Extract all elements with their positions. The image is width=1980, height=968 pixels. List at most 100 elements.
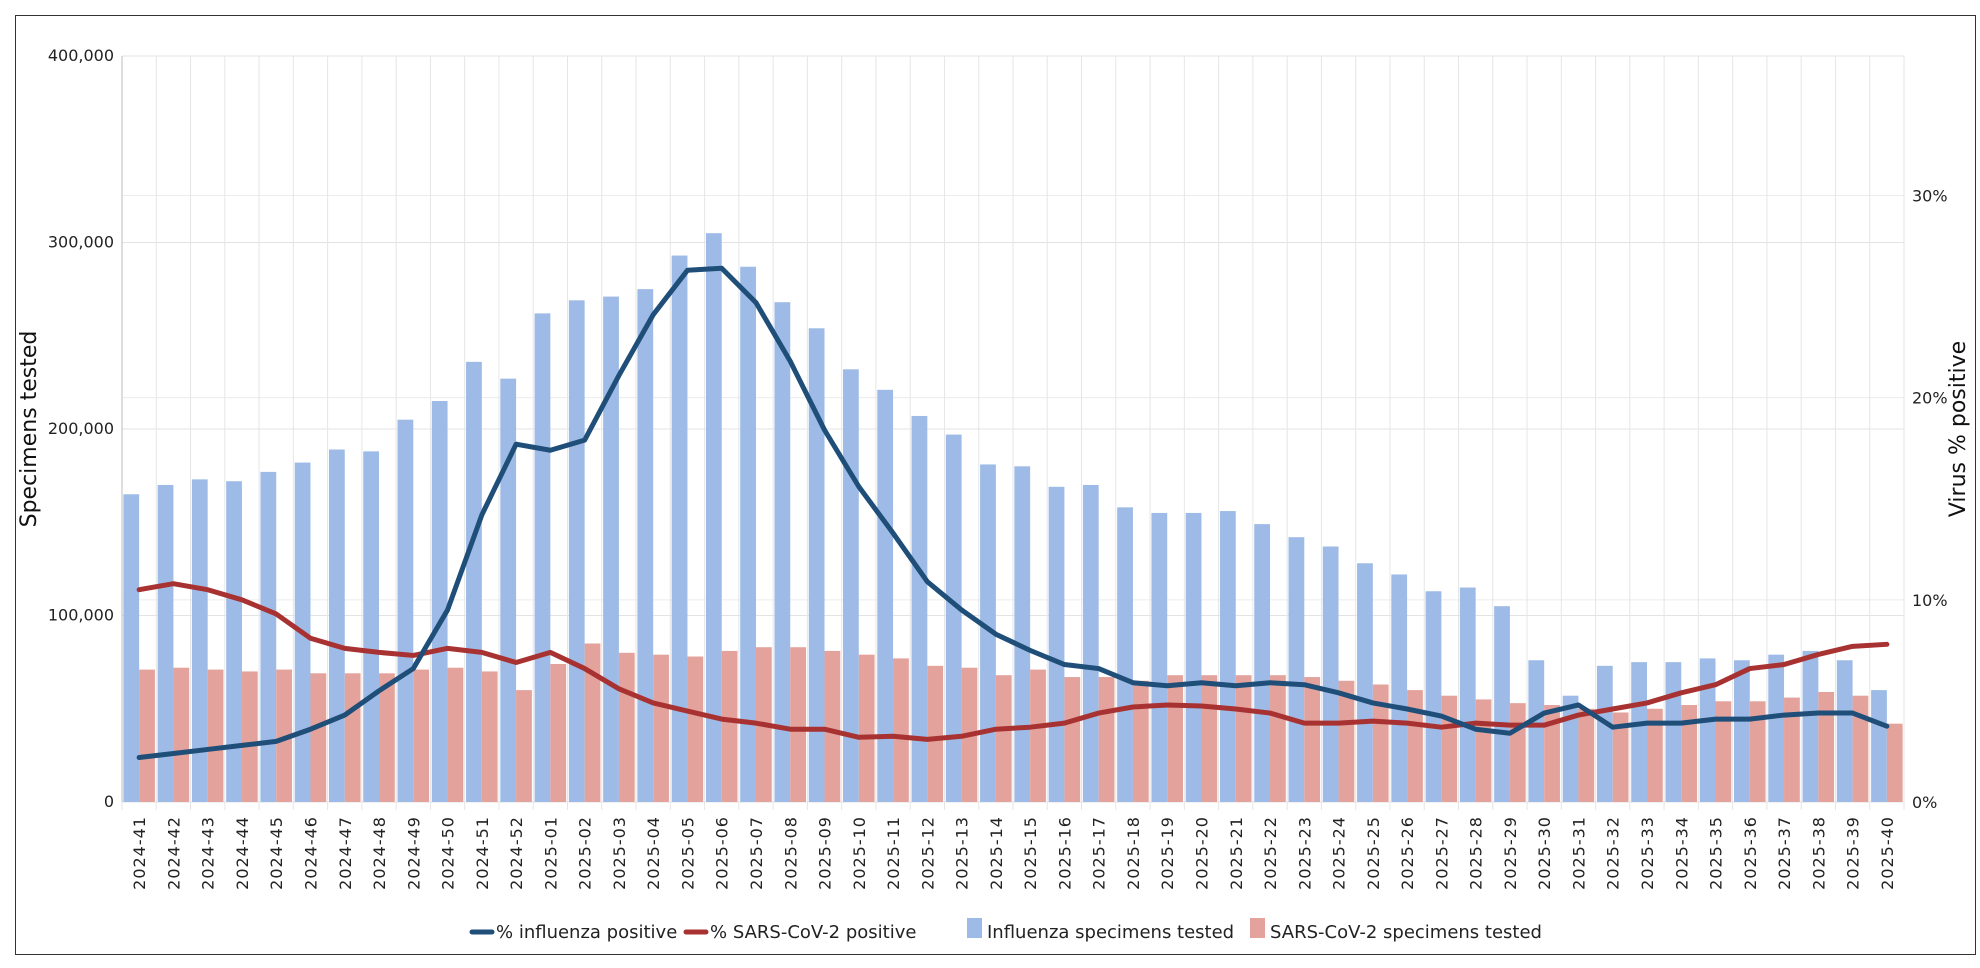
x-tick-label: 2025-14 <box>987 816 1006 890</box>
bar-sars-cov-2-specimens <box>550 663 567 802</box>
bar-sars-cov-2-specimens <box>1132 680 1149 802</box>
x-tick-label: 2024-41 <box>130 816 149 890</box>
bar-sars-cov-2-specimens <box>1578 708 1595 802</box>
bar-sars-cov-2-specimens <box>1715 701 1732 802</box>
bar-sars-cov-2-specimens <box>1784 697 1800 802</box>
x-tick-label: 2024-47 <box>336 816 355 890</box>
bar-influenza-specimens <box>808 328 825 802</box>
bar-influenza-specimens <box>191 479 208 802</box>
x-tick-label: 2025-12 <box>918 816 937 890</box>
bar-influenza-specimens <box>1734 660 1750 802</box>
line--sars-cov-2-positive <box>136 581 1890 742</box>
x-tick-label: 2025-20 <box>1192 816 1211 890</box>
x-tick-label: 2025-13 <box>953 816 972 890</box>
bar-sars-cov-2-specimens <box>344 673 361 802</box>
bar-influenza-specimens <box>1425 591 1442 802</box>
bar-influenza-specimens <box>1699 658 1716 802</box>
x-tick-label: 2025-15 <box>1021 816 1040 890</box>
bar-sars-cov-2-specimens <box>1304 677 1321 802</box>
x-tick-label: 2024-42 <box>164 816 183 890</box>
x-tick-label: 2025-23 <box>1295 816 1314 890</box>
bar-sars-cov-2-specimens <box>1475 699 1492 802</box>
bar-influenza-specimens <box>568 300 585 802</box>
y2-tick-label: 30% <box>1912 186 1948 205</box>
bar-influenza-specimens <box>1254 524 1271 802</box>
bar-sars-cov-2-specimens <box>207 669 224 802</box>
bar-influenza-specimens <box>431 401 448 802</box>
bar-sars-cov-2-specimens <box>1235 675 1252 802</box>
legend-swatch-bar <box>967 918 982 938</box>
bar-sars-cov-2-specimens <box>1407 690 1423 802</box>
x-tick-label: 2025-05 <box>678 816 697 890</box>
bar-influenza-specimens <box>1494 606 1510 802</box>
bar-sars-cov-2-specimens <box>516 690 532 802</box>
bar-influenza-specimens <box>1322 546 1339 802</box>
y-tick-label: 0 <box>104 792 114 811</box>
bar-influenza-specimens <box>397 419 414 802</box>
bar-sars-cov-2-specimens <box>1544 705 1560 802</box>
bar-sars-cov-2-specimens <box>276 669 292 802</box>
x-tick-label: 2025-04 <box>644 816 663 890</box>
bar-sars-cov-2-specimens <box>1064 677 1081 802</box>
bar-influenza-specimens <box>1836 660 1853 802</box>
bar-sars-cov-2-specimens <box>790 647 807 802</box>
bar-sars-cov-2-specimens <box>1030 669 1046 802</box>
bar-influenza-specimens <box>1185 512 1202 802</box>
x-tick-label: 2025-18 <box>1124 816 1143 890</box>
bar-influenza-specimens <box>1357 563 1373 802</box>
x-tick-label: 2025-27 <box>1432 816 1451 890</box>
y-tick-label: 400,000 <box>48 46 114 65</box>
bar-sars-cov-2-specimens <box>173 667 190 802</box>
x-tick-label: 2025-37 <box>1775 816 1794 890</box>
legend: % influenza positive % SARS-CoV-2 positiv… <box>469 918 1542 943</box>
bar-influenza-specimens <box>500 378 517 802</box>
y2-axis-title: Virus % positive <box>1946 341 1971 517</box>
x-tick-label: 2025-01 <box>541 816 560 890</box>
bar-sars-cov-2-specimens <box>1372 684 1389 802</box>
bar-influenza-specimens <box>328 449 345 802</box>
bar-influenza-specimens <box>1562 695 1579 802</box>
bar-sars-cov-2-specimens <box>413 669 430 802</box>
x-tick-label: 2025-17 <box>1090 816 1109 890</box>
x-tick-label: 2025-39 <box>1844 816 1863 890</box>
x-tick-label: 2025-40 <box>1878 816 1897 890</box>
bar-influenza-specimens <box>1768 654 1785 802</box>
bar-influenza-specimens <box>123 494 140 802</box>
x-tick-label: 2024-46 <box>301 816 320 890</box>
x-tick-label: 2024-50 <box>439 816 458 890</box>
y-tick-label: 200,000 <box>48 419 114 438</box>
bar-sars-cov-2-specimens <box>1167 675 1183 802</box>
x-tick-label: 2025-10 <box>850 816 869 890</box>
axes: 0 100,000 200,000 300,000 400,000 0% 10% 20% 30%… <box>48 46 1948 890</box>
bar-sars-cov-2-specimens <box>1098 677 1115 802</box>
x-tick-label: 2025-21 <box>1227 816 1246 890</box>
x-tick-label: 2025-29 <box>1501 816 1520 890</box>
bar-influenza-specimens <box>1596 665 1613 802</box>
bar-sars-cov-2-specimens <box>447 667 464 802</box>
x-tick-label: 2024-44 <box>233 816 252 890</box>
bar-influenza-specimens <box>363 451 380 802</box>
x-tick-label: 2025-11 <box>884 816 903 890</box>
x-tick-label: 2025-34 <box>1672 816 1691 890</box>
bar-influenza-specimens <box>877 389 894 802</box>
y2-tick-label: 20% <box>1912 389 1948 408</box>
bar-sars-cov-2-specimens <box>824 650 841 802</box>
bar-sars-cov-2-specimens <box>584 643 601 802</box>
bar-influenza-specimens <box>1802 650 1819 802</box>
bar-influenza-specimens <box>1665 662 1682 802</box>
x-tick-label: 2025-30 <box>1535 816 1554 890</box>
legend-label: % SARS-CoV-2 positive <box>710 922 916 943</box>
x-tick-label: 2025-03 <box>610 816 629 890</box>
bar-influenza-specimens <box>1391 574 1408 802</box>
bar-influenza-specimens <box>260 471 277 802</box>
bar-influenza-specimens <box>637 289 654 802</box>
chart-frame <box>15 15 1976 955</box>
bar-sars-cov-2-specimens <box>1749 701 1766 802</box>
x-tick-label: 2025-25 <box>1364 816 1383 890</box>
x-tick-label: 2025-26 <box>1398 816 1417 890</box>
bar-influenza-specimens <box>671 255 688 802</box>
bar-influenza-specimens <box>466 361 482 802</box>
bar-influenza-specimens <box>1219 511 1236 802</box>
x-tick-label: 2025-22 <box>1261 816 1280 890</box>
